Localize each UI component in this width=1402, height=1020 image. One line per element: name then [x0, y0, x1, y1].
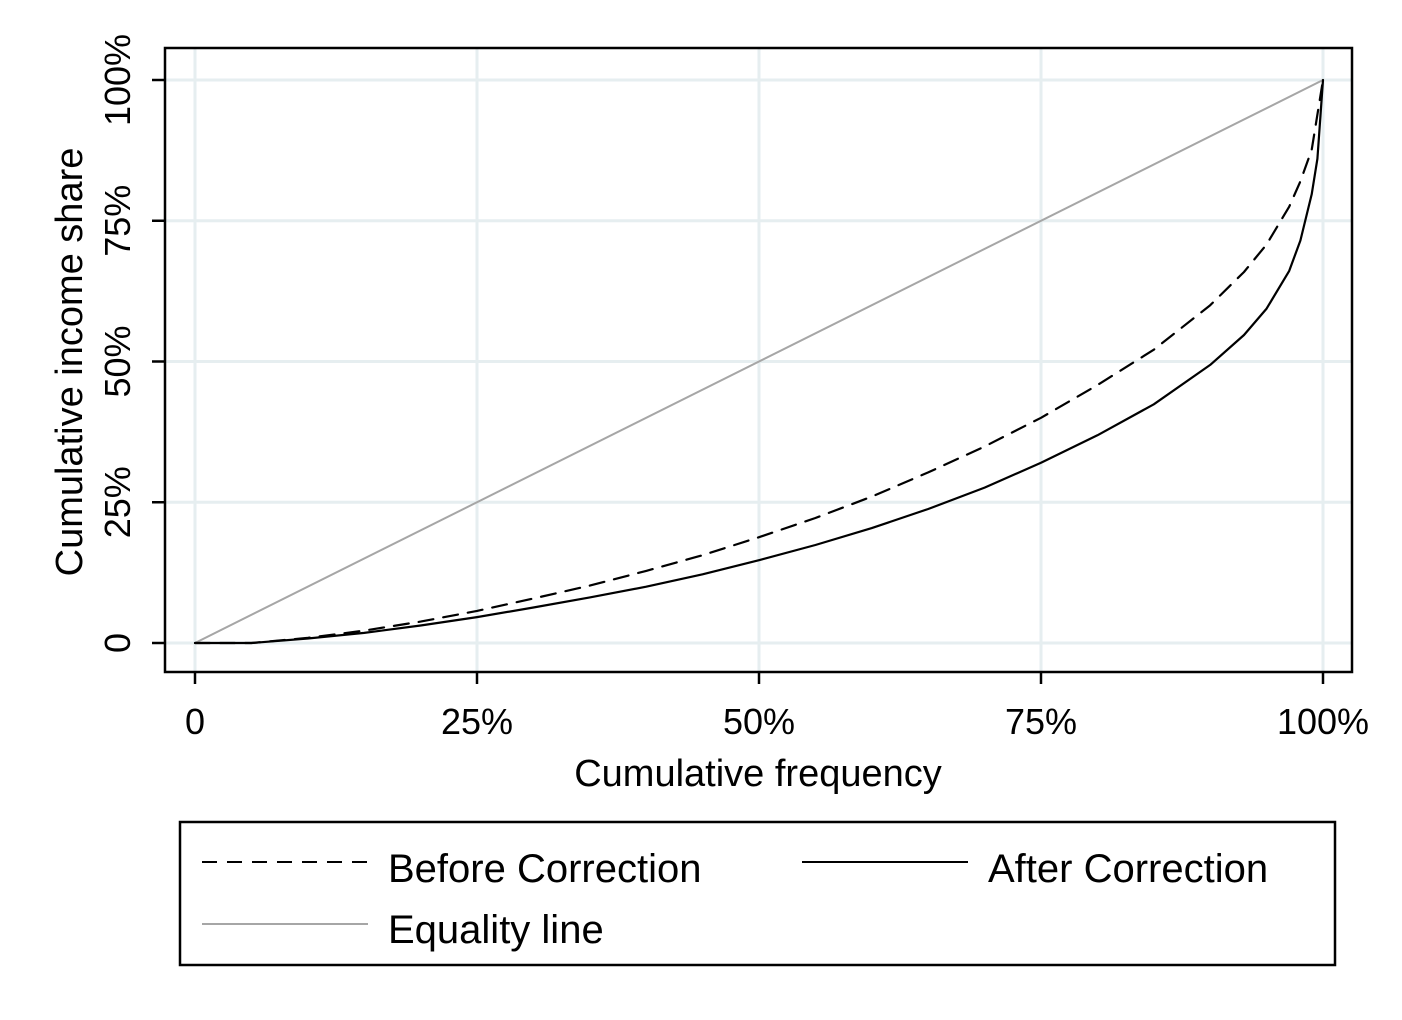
y-tick-label: 50% [97, 325, 138, 397]
x-tick-label: 25% [441, 701, 513, 742]
series-line-after-correction [193, 78, 1325, 645]
y-axis-title: Cumulative income share [49, 148, 91, 577]
legend-label-equality-line: Equality line [388, 908, 604, 952]
x-tick-label: 100% [1277, 701, 1369, 742]
y-tick-label: 100% [97, 34, 138, 126]
x-axis-title: Cumulative frequency [574, 753, 942, 795]
axes: 0 25% 50% 75% 100% 0 25% 50% 75% 100% [97, 34, 1369, 742]
x-tick-label: 50% [723, 701, 795, 742]
legend-label-after-correction: After Correction [988, 847, 1268, 891]
legend: Before Correction After Correction Equal… [178, 820, 1337, 967]
legend-label-before-correction: Before Correction [388, 847, 701, 891]
series-layer [193, 78, 1325, 645]
series-line-equality-line [194, 79, 1324, 644]
y-tick-label: 75% [97, 185, 138, 257]
legend-frame [178, 820, 1337, 967]
x-tick-label: 75% [1005, 701, 1077, 742]
y-tick-label: 0 [97, 633, 138, 653]
grid-lines [165, 48, 1352, 672]
y-tick-label: 25% [97, 466, 138, 538]
x-tick-label: 0 [185, 701, 205, 742]
series-line-before-correction [193, 78, 1325, 645]
